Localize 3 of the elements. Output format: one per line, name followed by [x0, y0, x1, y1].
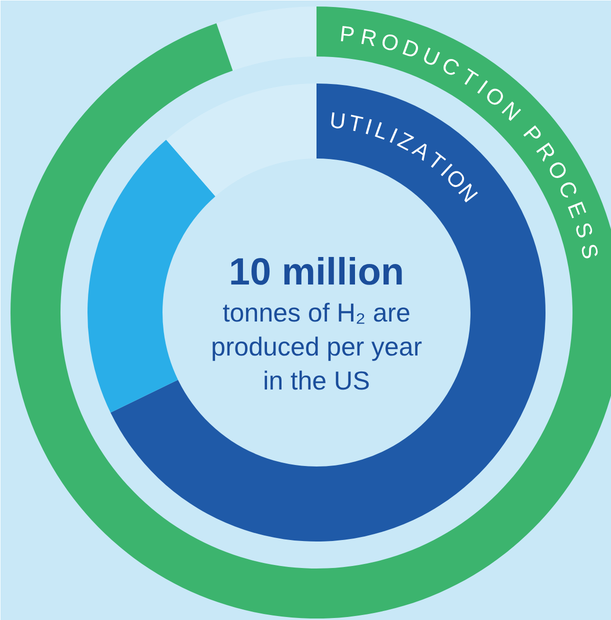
text: tonnes of H₂ are produced per year in the US — [210, 298, 422, 396]
text: UTILIZATION — [328, 107, 483, 207]
text: 10 million — [228, 252, 404, 294]
